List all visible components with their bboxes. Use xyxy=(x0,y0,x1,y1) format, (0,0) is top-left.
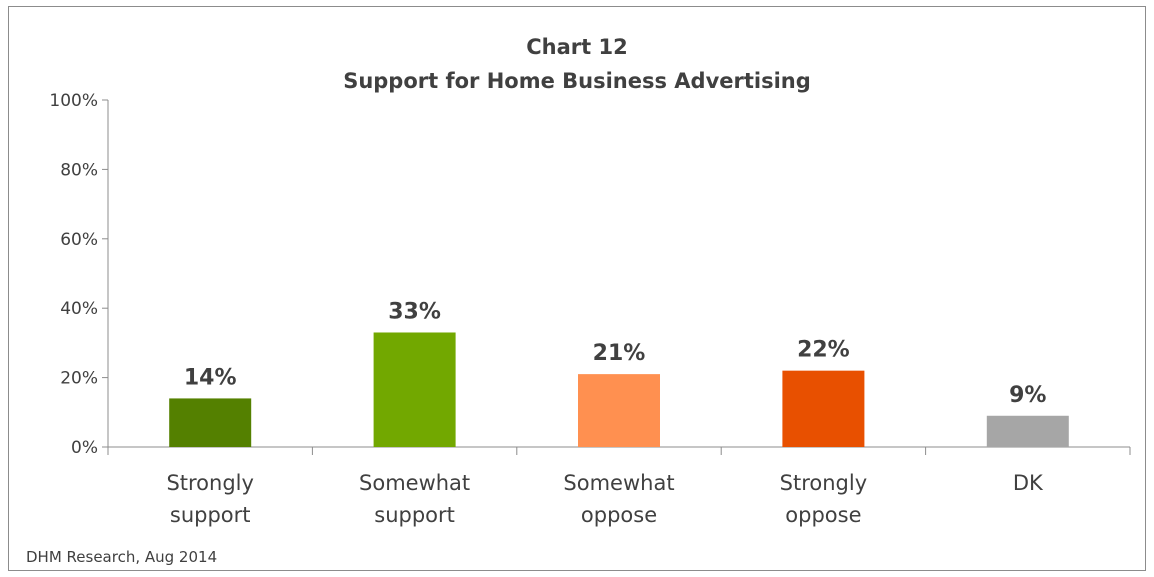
bar xyxy=(578,374,660,447)
category-label: Strongly xyxy=(166,471,254,495)
bar xyxy=(169,398,252,447)
data-label: 14% xyxy=(184,365,237,390)
data-label: 33% xyxy=(388,299,441,324)
bar xyxy=(782,370,865,447)
y-tick-label: 0% xyxy=(71,438,98,458)
source-note: DHM Research, Aug 2014 xyxy=(26,548,218,566)
bars xyxy=(169,332,1069,447)
y-tick-label: 40% xyxy=(60,299,98,319)
category-label: support xyxy=(374,503,455,527)
y-tick-label: 100% xyxy=(49,91,98,111)
data-label: 9% xyxy=(1009,383,1046,408)
category-label: oppose xyxy=(785,503,861,527)
y-tick-label: 20% xyxy=(60,369,98,389)
category-label: Somewhat xyxy=(563,471,674,495)
bar xyxy=(986,415,1069,447)
chart-title: Chart 12 xyxy=(526,35,627,59)
chart-frame xyxy=(8,6,1146,571)
category-label: DK xyxy=(1013,471,1044,495)
data-label: 21% xyxy=(593,341,646,366)
chart-subtitle: Support for Home Business Advertising xyxy=(343,69,811,93)
data-label: 22% xyxy=(797,338,850,363)
category-label: Somewhat xyxy=(359,471,470,495)
category-label: support xyxy=(170,503,251,527)
labels: 14% Strongly support 33% Somewhat support 21% S… xyxy=(166,299,1046,527)
category-label: Strongly xyxy=(780,471,868,495)
y-tick-label: 80% xyxy=(60,160,98,180)
bar xyxy=(373,332,456,447)
y-tick-label: 60% xyxy=(60,230,98,250)
axes: 0% 20% 40% 60% 80% 100% xyxy=(49,91,1131,458)
category-label: oppose xyxy=(581,503,657,527)
